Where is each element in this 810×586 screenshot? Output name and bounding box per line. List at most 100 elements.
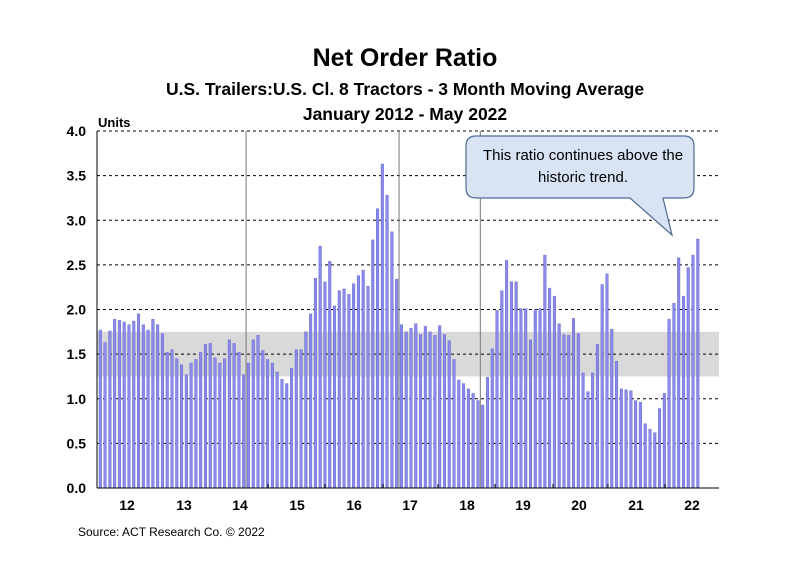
bar bbox=[514, 281, 518, 489]
bar bbox=[485, 377, 489, 489]
source-note: Source: ACT Research Co. © 2022 bbox=[78, 525, 265, 539]
bar bbox=[600, 284, 604, 489]
bar bbox=[696, 238, 700, 489]
bar bbox=[399, 324, 403, 489]
bar bbox=[495, 310, 499, 489]
bar bbox=[677, 257, 681, 489]
bar bbox=[361, 270, 365, 489]
x-tick-label: 16 bbox=[346, 497, 362, 513]
bar bbox=[653, 432, 657, 489]
bar bbox=[313, 278, 317, 489]
bar bbox=[681, 295, 685, 489]
bar bbox=[294, 349, 298, 489]
bar bbox=[328, 261, 332, 489]
bar bbox=[562, 334, 566, 489]
bar bbox=[184, 374, 188, 489]
bar bbox=[246, 362, 250, 489]
bar bbox=[538, 308, 542, 489]
bar bbox=[160, 333, 164, 489]
bar bbox=[519, 308, 523, 489]
bar bbox=[409, 328, 413, 489]
bar bbox=[132, 320, 136, 489]
bar bbox=[634, 400, 638, 489]
bar bbox=[490, 348, 494, 489]
bar bbox=[629, 390, 633, 489]
bar bbox=[428, 331, 432, 489]
x-tick-label: 13 bbox=[176, 497, 192, 513]
bar bbox=[103, 342, 107, 489]
bar bbox=[208, 343, 212, 489]
x-tick-label: 14 bbox=[232, 497, 248, 513]
bar bbox=[466, 388, 470, 489]
callout-text: This ratio continues above the historic … bbox=[482, 147, 684, 186]
bar bbox=[251, 339, 255, 489]
bar bbox=[471, 393, 475, 489]
bar bbox=[366, 286, 370, 489]
y-tick-label: 2.0 bbox=[67, 302, 87, 318]
bar bbox=[533, 309, 537, 489]
chart-date-range: January 2012 - May 2022 bbox=[302, 104, 508, 124]
bar bbox=[180, 364, 184, 489]
bar bbox=[203, 344, 207, 489]
bar bbox=[98, 329, 102, 489]
bar bbox=[658, 408, 662, 489]
bar bbox=[442, 334, 446, 489]
callout-bubble bbox=[465, 135, 695, 237]
bar bbox=[213, 357, 217, 489]
y-tick-label: 0.0 bbox=[67, 480, 87, 496]
bar bbox=[280, 378, 284, 489]
bar bbox=[290, 368, 294, 489]
bar bbox=[261, 350, 265, 489]
x-tick-label: 17 bbox=[402, 497, 418, 513]
y-tick-label: 1.0 bbox=[67, 391, 87, 407]
bar bbox=[189, 362, 193, 489]
bar bbox=[557, 323, 561, 489]
bar bbox=[524, 308, 528, 489]
bar bbox=[113, 319, 117, 489]
bar bbox=[615, 361, 619, 489]
bar bbox=[352, 283, 356, 489]
x-tick-label: 12 bbox=[119, 497, 135, 513]
bar bbox=[452, 359, 456, 489]
bar bbox=[586, 391, 590, 489]
bar bbox=[648, 428, 652, 489]
bar bbox=[237, 352, 241, 489]
bar bbox=[275, 371, 279, 489]
bar bbox=[610, 328, 614, 489]
bar bbox=[146, 329, 150, 489]
bar bbox=[543, 254, 547, 489]
chart-title: Net Order Ratio bbox=[312, 44, 498, 72]
bar bbox=[127, 324, 131, 489]
bar bbox=[266, 359, 270, 489]
bar bbox=[624, 389, 628, 489]
bar bbox=[576, 333, 580, 489]
bar bbox=[591, 372, 595, 489]
x-tick-label: 20 bbox=[571, 497, 587, 513]
bar bbox=[199, 352, 203, 489]
bar bbox=[462, 383, 466, 489]
bar bbox=[337, 290, 341, 489]
bar bbox=[376, 208, 380, 489]
bar bbox=[117, 320, 121, 489]
bar bbox=[509, 281, 513, 489]
bar bbox=[390, 231, 394, 489]
bar bbox=[638, 402, 642, 489]
y-tick-label: 2.5 bbox=[67, 257, 87, 273]
bar bbox=[686, 267, 690, 489]
bar bbox=[122, 321, 126, 489]
bar bbox=[218, 362, 222, 489]
bar bbox=[256, 335, 260, 489]
y-tick-label: 0.5 bbox=[67, 435, 87, 451]
y-tick-label: 4.0 bbox=[67, 123, 87, 139]
bar bbox=[333, 305, 337, 489]
bar bbox=[175, 358, 179, 489]
chart-subtitle: U.S. Trailers:U.S. Cl. 8 Tractors - 3 Mo… bbox=[165, 79, 645, 99]
bar bbox=[457, 379, 461, 489]
bar bbox=[404, 331, 408, 489]
bar bbox=[151, 319, 155, 489]
bar bbox=[318, 245, 322, 489]
bar bbox=[137, 313, 141, 489]
bar bbox=[385, 195, 389, 489]
x-tick-label: 19 bbox=[515, 497, 531, 513]
bar bbox=[667, 319, 671, 489]
